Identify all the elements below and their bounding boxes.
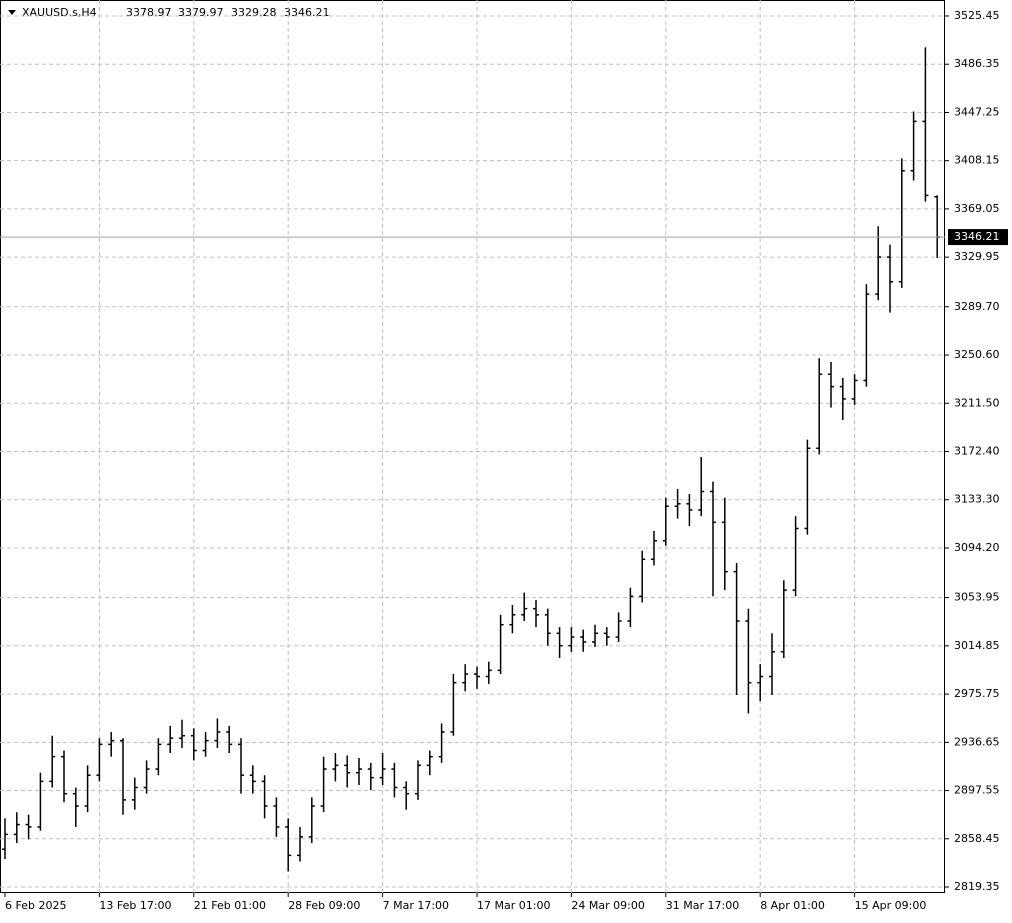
y-tick-label: 3486.35 bbox=[954, 57, 1000, 70]
y-tick-label: 3211.50 bbox=[954, 396, 1000, 409]
x-tick-label: 31 Mar 17:00 bbox=[666, 899, 739, 912]
title-low: 3329.28 bbox=[231, 6, 277, 19]
price-label: 3346.21 bbox=[954, 230, 1000, 243]
x-tick-label: 21 Feb 01:00 bbox=[194, 899, 266, 912]
x-tick-label: 17 Mar 01:00 bbox=[477, 899, 550, 912]
y-tick-label: 3289.70 bbox=[954, 300, 1000, 313]
y-tick-label: 3447.25 bbox=[954, 105, 1000, 118]
y-tick-label: 3053.95 bbox=[954, 591, 1000, 604]
y-tick-label: 3172.40 bbox=[954, 444, 1000, 457]
price-box bbox=[948, 229, 1008, 246]
plot-frame bbox=[0, 0, 945, 893]
x-tick-label: 15 Apr 09:00 bbox=[855, 899, 927, 912]
x-tick-label: 8 Apr 01:00 bbox=[760, 899, 825, 912]
y-tick-label: 2975.75 bbox=[954, 687, 1000, 700]
y-tick-label: 3133.30 bbox=[954, 493, 1000, 506]
x-tick-label: 6 Feb 2025 bbox=[5, 899, 66, 912]
y-tick-label: 2819.35 bbox=[954, 880, 1000, 893]
y-tick-label: 2897.55 bbox=[954, 784, 1000, 797]
y-tick-label: 2936.65 bbox=[954, 735, 1000, 748]
y-tick-label: 3329.95 bbox=[954, 250, 1000, 263]
y-tick-label: 3369.05 bbox=[954, 202, 1000, 215]
y-tick-label: 3014.85 bbox=[954, 639, 1000, 652]
y-tick-label: 3094.20 bbox=[954, 541, 1000, 554]
y-tick-label: 3408.15 bbox=[954, 154, 1000, 167]
dropdown-icon[interactable] bbox=[8, 10, 16, 15]
title-open: 3378.97 bbox=[126, 6, 172, 19]
y-tick-label: 3525.45 bbox=[954, 9, 1000, 22]
x-tick-label: 7 Mar 17:00 bbox=[383, 899, 449, 912]
symbol: XAUUSD.s,H4 bbox=[22, 6, 97, 19]
x-tick-label: 24 Mar 09:00 bbox=[571, 899, 644, 912]
x-tick-label: 28 Feb 09:00 bbox=[288, 899, 360, 912]
y-tick-label: 2858.45 bbox=[954, 832, 1000, 845]
title-high: 3379.97 bbox=[178, 6, 224, 19]
title-close: 3346.21 bbox=[284, 6, 330, 19]
y-tick-label: 3250.60 bbox=[954, 348, 1000, 361]
x-tick-label: 13 Feb 17:00 bbox=[99, 899, 171, 912]
